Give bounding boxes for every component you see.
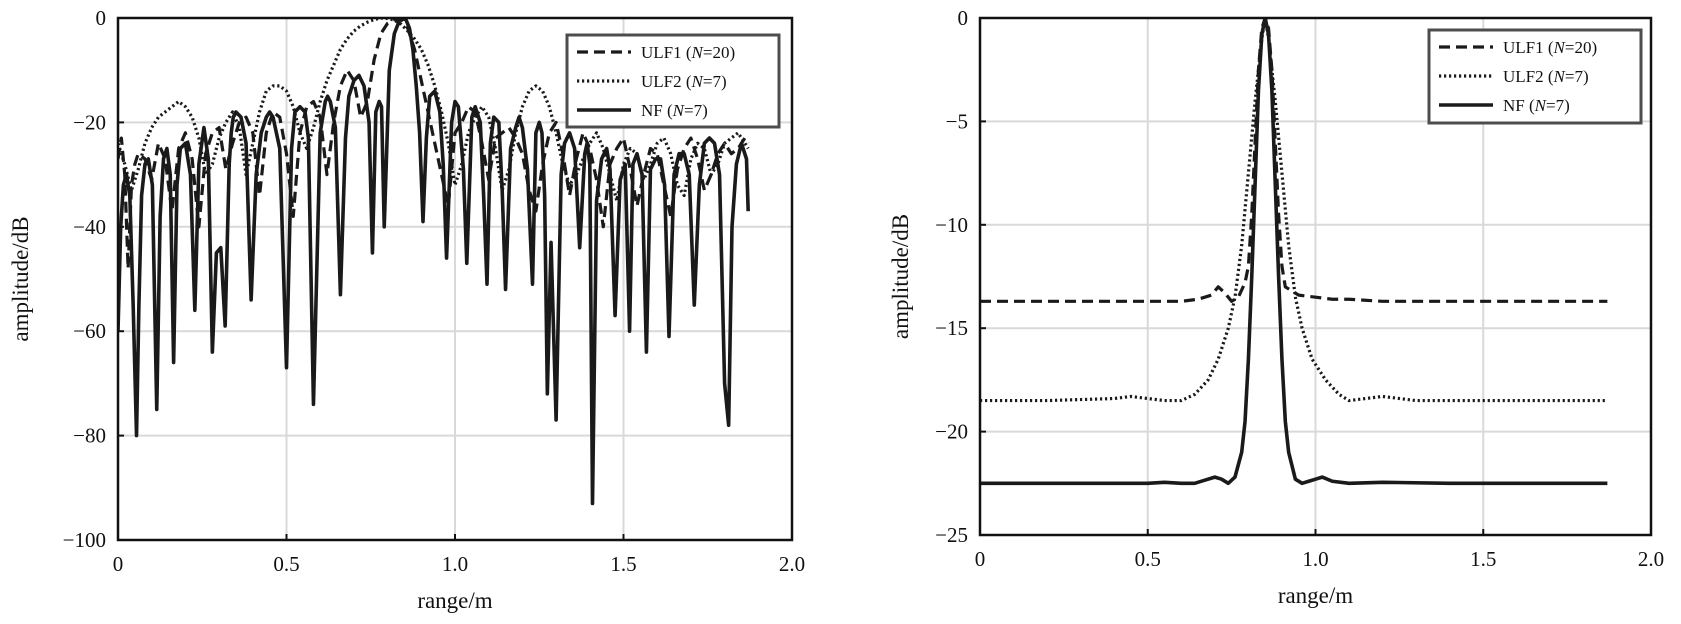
y-axis-label: amplitude/dB	[8, 216, 33, 341]
series-line-solid	[980, 18, 1608, 486]
x-axis-label: range/m	[1278, 583, 1353, 608]
x-tick-label: 1.0	[442, 552, 468, 576]
y-tick-label: −10	[935, 213, 968, 237]
y-tick-label: 0	[958, 6, 969, 30]
x-tick-label: 0	[113, 552, 124, 576]
legend-label: ULF1 (N=20)	[641, 43, 735, 62]
y-tick-label: −20	[935, 420, 968, 444]
x-tick-label: 2.0	[779, 552, 805, 576]
legend-label: ULF2 (N=7)	[1503, 67, 1589, 86]
x-tick-label: 0.5	[273, 552, 299, 576]
x-tick-label: 2.0	[1638, 547, 1664, 571]
y-tick-label: −60	[73, 319, 106, 343]
x-tick-label: 0.5	[1135, 547, 1161, 571]
y-tick-label: −25	[935, 523, 968, 547]
y-axis-label: amplitude/dB	[888, 214, 913, 339]
series-group	[118, 18, 750, 506]
left-panel: 0 0.5 1.0 1.5 2.0 0 −20 −40 −60 −80 −100 range/m amp…	[8, 6, 805, 613]
y-tick-label: −20	[73, 110, 106, 134]
series-group	[980, 18, 1608, 486]
x-tick-label: 1.0	[1302, 547, 1328, 571]
legend: ULF1 (N=20) ULF2 (N=7) NF (N=7)	[565, 33, 781, 129]
y-tick-label: −15	[935, 316, 968, 340]
right-panel: 0 0.5 1.0 1.5 2.0 0 −5 −10 −15 −20 −25 range/m ampli…	[888, 6, 1664, 608]
y-tick-label: −40	[73, 215, 106, 239]
x-tick-label: 0	[975, 547, 986, 571]
y-tick-label: −100	[63, 528, 106, 552]
legend-label: ULF1 (N=20)	[1503, 38, 1597, 57]
series-line-solid	[118, 18, 750, 506]
legend-label: NF (N=7)	[641, 101, 708, 120]
y-tick-label: 0	[96, 6, 107, 30]
x-tick-label: 1.5	[610, 552, 636, 576]
legend-label: ULF2 (N=7)	[641, 72, 727, 91]
legend-label: NF (N=7)	[1503, 96, 1570, 115]
x-tick-label: 1.5	[1470, 547, 1496, 571]
legend: ULF1 (N=20) ULF2 (N=7) NF (N=7)	[1427, 28, 1643, 125]
y-tick-label: −5	[946, 109, 968, 133]
y-tick-label: −80	[73, 424, 106, 448]
x-axis-label: range/m	[417, 588, 492, 613]
